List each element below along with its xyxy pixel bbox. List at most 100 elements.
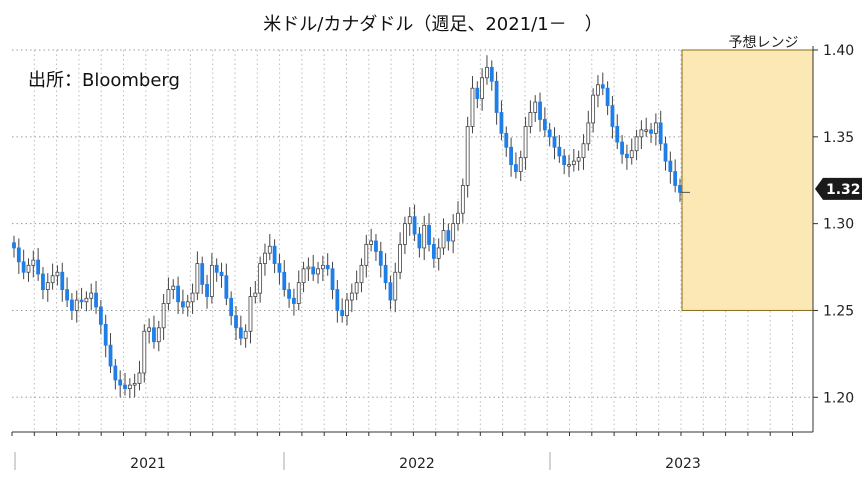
candle-up bbox=[451, 223, 456, 242]
candle-down bbox=[272, 245, 277, 264]
candle-up bbox=[591, 94, 596, 124]
candle-down bbox=[12, 242, 16, 249]
candle-down bbox=[625, 153, 629, 159]
candle-down bbox=[65, 289, 69, 301]
candle-down bbox=[103, 323, 108, 346]
candle-down bbox=[552, 136, 557, 148]
candle-down bbox=[475, 87, 480, 100]
candle-up bbox=[629, 150, 634, 159]
candle-up bbox=[586, 122, 591, 145]
candle-up bbox=[161, 303, 166, 329]
candle-down bbox=[388, 282, 393, 301]
candle-up bbox=[267, 245, 272, 254]
candle-up bbox=[533, 101, 538, 113]
candle-up bbox=[518, 157, 523, 172]
candle-down bbox=[446, 230, 451, 242]
candle-down bbox=[610, 105, 615, 127]
candle-up bbox=[567, 164, 571, 167]
candle-down bbox=[108, 344, 113, 367]
candle-up bbox=[354, 282, 359, 294]
candle-up bbox=[190, 292, 195, 303]
forecast-range-label: 予想レンジ bbox=[729, 35, 799, 51]
candle-up bbox=[26, 264, 31, 273]
candle-down bbox=[605, 87, 610, 106]
candle-up bbox=[316, 268, 320, 275]
candle-up bbox=[639, 129, 644, 138]
candle-up bbox=[364, 244, 369, 266]
candle-down bbox=[229, 297, 234, 317]
candle-down bbox=[118, 379, 123, 386]
candle-up bbox=[456, 212, 460, 225]
candle-down bbox=[94, 292, 98, 308]
candle-up bbox=[50, 275, 55, 284]
candle-up bbox=[465, 126, 470, 186]
candle-up bbox=[369, 240, 374, 245]
candle-up bbox=[581, 143, 586, 159]
source-note: 出所：Bloomberg bbox=[28, 70, 180, 91]
candle-down bbox=[214, 264, 219, 273]
candle-down bbox=[282, 271, 287, 291]
candle-up bbox=[436, 247, 441, 259]
candle-up bbox=[345, 299, 349, 317]
candle-down bbox=[287, 289, 291, 299]
candle-down bbox=[36, 259, 41, 275]
candle-up bbox=[74, 299, 79, 311]
y-tick-label: 1.25 bbox=[823, 303, 854, 319]
candle-up bbox=[523, 126, 528, 159]
candle-up bbox=[571, 160, 576, 166]
candle-up bbox=[132, 382, 137, 386]
candle-up bbox=[485, 66, 489, 79]
x-axis: 2021 2022 2023 bbox=[11, 431, 813, 472]
candle-down bbox=[658, 122, 663, 145]
candle-down bbox=[181, 301, 185, 308]
candle-down bbox=[378, 251, 383, 266]
candle-down bbox=[340, 310, 345, 317]
current-price-badge-shape bbox=[815, 177, 862, 200]
candle-down bbox=[615, 126, 620, 143]
candle-down bbox=[374, 240, 378, 252]
candle-up bbox=[301, 268, 306, 284]
candle-down bbox=[383, 264, 388, 284]
candle-down bbox=[70, 299, 74, 311]
candle-down bbox=[113, 365, 118, 381]
candle-up bbox=[422, 224, 427, 249]
current-price-badge: 1.32 bbox=[815, 177, 862, 200]
candle-up bbox=[55, 271, 60, 277]
candle-up bbox=[156, 327, 161, 343]
candle-up bbox=[407, 216, 412, 225]
y-tick-label: 1.40 bbox=[823, 43, 854, 59]
candle-up bbox=[306, 266, 311, 270]
candle-down bbox=[123, 384, 127, 389]
candle-up bbox=[576, 157, 581, 162]
candle-down bbox=[311, 266, 316, 275]
candle-up bbox=[480, 77, 485, 100]
candle-up bbox=[296, 282, 301, 304]
candle-down bbox=[219, 271, 224, 277]
candle-down bbox=[234, 315, 238, 329]
candle-up bbox=[171, 285, 176, 291]
candle-down bbox=[494, 80, 499, 113]
candle-up bbox=[185, 301, 190, 308]
candle-up bbox=[127, 384, 132, 389]
candle-down bbox=[79, 299, 84, 303]
candle-up bbox=[359, 264, 364, 284]
candle-up bbox=[398, 244, 402, 273]
candle-down bbox=[427, 224, 431, 245]
candle-down bbox=[557, 146, 562, 157]
candle-up bbox=[147, 327, 152, 332]
candle-down bbox=[504, 132, 509, 148]
candle-down bbox=[325, 264, 330, 270]
candle-up bbox=[253, 292, 258, 297]
candle-up bbox=[460, 185, 465, 214]
candle-up bbox=[393, 271, 398, 301]
candle-down bbox=[489, 66, 494, 82]
candle-up bbox=[258, 263, 263, 294]
candle-down bbox=[649, 129, 653, 134]
candle-down bbox=[668, 160, 673, 172]
chart-title: 米ドル/カナダドル（週足、2021/1－ ） bbox=[263, 14, 602, 35]
candle-up bbox=[653, 122, 658, 134]
candle-up bbox=[320, 264, 325, 270]
candle-up bbox=[403, 223, 407, 245]
candle-up bbox=[248, 296, 253, 332]
candle-down bbox=[678, 185, 682, 193]
